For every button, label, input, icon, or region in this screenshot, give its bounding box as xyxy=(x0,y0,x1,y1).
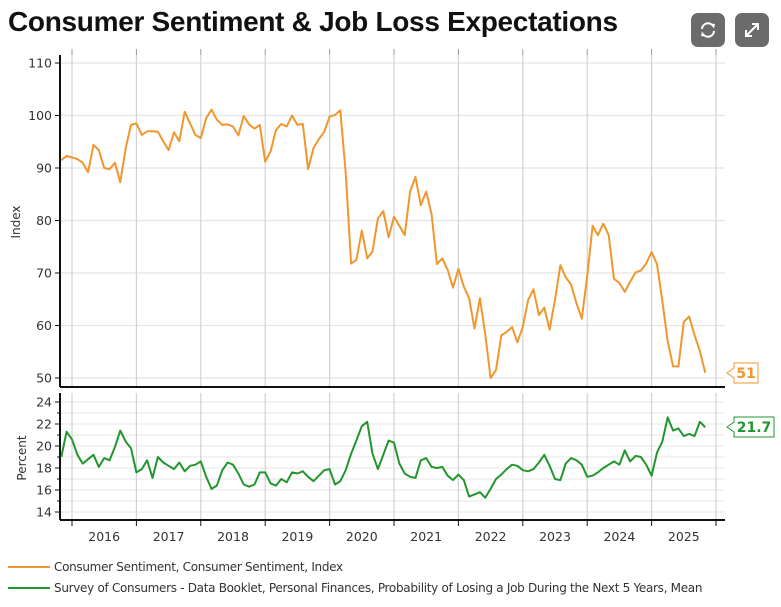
y-tick-label: 90 xyxy=(36,161,52,176)
x-tick-label: 2025 xyxy=(668,529,700,544)
y-tick-label: 22 xyxy=(36,417,52,432)
expand-button[interactable] xyxy=(735,13,769,47)
bottom-panel-axes: 14 16 18 20 22 24 xyxy=(36,393,725,521)
top-panel-grid xyxy=(60,55,725,387)
refresh-button[interactable] xyxy=(691,13,725,47)
legend-swatch-sentiment xyxy=(8,565,50,568)
legend-label: Consumer Sentiment, Consumer Sentiment, … xyxy=(54,559,343,574)
y-tick-label: 20 xyxy=(36,439,52,454)
last-value-labels: 51 21.7 xyxy=(726,362,775,438)
y-tick-label: 110 xyxy=(28,56,52,71)
legend-item-job-loss[interactable]: Survey of Consumers - Data Booklet, Pers… xyxy=(8,577,702,598)
y-tick-label: 14 xyxy=(36,505,52,520)
x-tick-label: 2018 xyxy=(217,529,249,544)
y-tick-label: 24 xyxy=(36,395,52,410)
y-tick-label: 100 xyxy=(28,108,52,123)
refresh-icon xyxy=(701,22,715,38)
y-tick-label: 60 xyxy=(36,318,52,333)
y-tick-label: 70 xyxy=(36,266,52,281)
job-loss-last-value-label: 21.7 xyxy=(726,416,775,438)
x-tick-label: 2024 xyxy=(603,529,635,544)
value-tag-text: 21.7 xyxy=(737,420,772,436)
value-tag-shape xyxy=(726,362,759,384)
y-tick-label: 80 xyxy=(36,213,52,228)
legend-label: Survey of Consumers - Data Booklet, Pers… xyxy=(54,580,703,595)
x-axis: 2016 2017 2018 2019 2020 2021 2022 2023 2024 2025 xyxy=(71,49,717,544)
top-y-axis-title: Index xyxy=(9,205,23,238)
x-tick-label: 2023 xyxy=(539,529,571,544)
chart-title: Consumer Sentiment & Job Loss Expectatio… xyxy=(8,6,618,37)
x-tick-label: 2022 xyxy=(475,529,507,544)
consumer-sentiment-line xyxy=(60,108,707,379)
x-tick-label: 2017 xyxy=(153,529,185,544)
y-tick-label: 50 xyxy=(36,371,52,386)
y-tick-label: 16 xyxy=(36,483,52,498)
value-tag-shape xyxy=(726,416,775,438)
x-tick-label: 2019 xyxy=(281,529,313,544)
top-panel-axes: 50 60 70 80 90 100 110 xyxy=(28,55,725,388)
expand-icon xyxy=(745,23,759,37)
x-tick-label: 2020 xyxy=(346,529,378,544)
legend-swatch-job-loss xyxy=(8,586,50,589)
bottom-y-axis-title: Percent xyxy=(15,435,29,480)
x-tick-label: 2021 xyxy=(410,529,442,544)
value-tag-text: 51 xyxy=(736,366,755,382)
legend-item-sentiment[interactable]: Consumer Sentiment, Consumer Sentiment, … xyxy=(8,556,702,577)
x-tick-label: 2016 xyxy=(88,529,120,544)
job-loss-probability-line xyxy=(60,416,707,499)
y-tick-label: 18 xyxy=(36,461,52,476)
legend: Consumer Sentiment, Consumer Sentiment, … xyxy=(8,556,702,598)
sentiment-last-value-label: 51 xyxy=(726,362,759,384)
bottom-panel-grid xyxy=(60,393,725,520)
